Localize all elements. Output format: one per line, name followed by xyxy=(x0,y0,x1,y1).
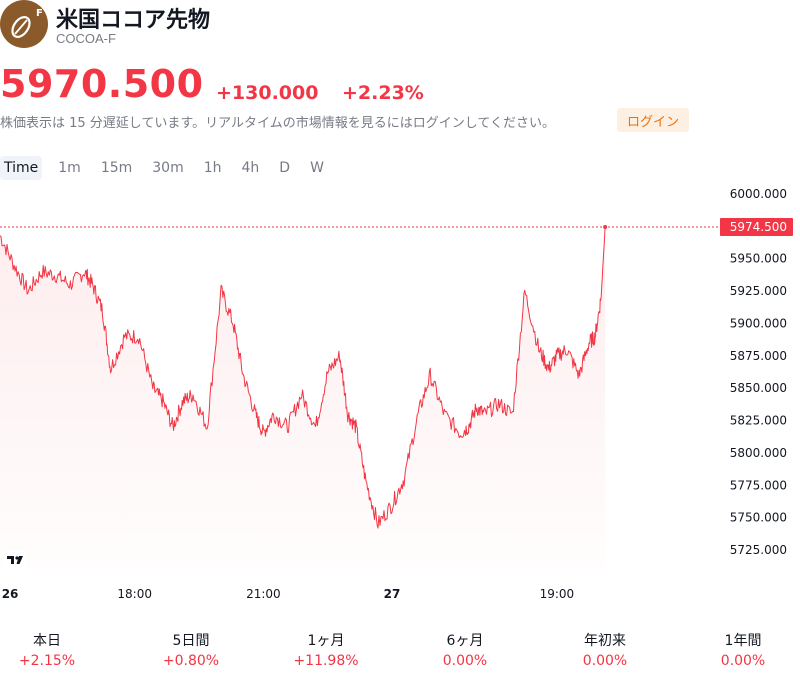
y-tick-label: 5800.000 xyxy=(730,446,787,460)
y-tick-label: 5825.000 xyxy=(730,414,787,428)
timeframe-tabs: Time 1m 15m 30m 1h 4h D W xyxy=(0,155,340,181)
price-change: +130.000 xyxy=(216,82,319,104)
period-1m[interactable]: 1ヶ月 +11.98% xyxy=(266,630,386,669)
period-value: 0.00% xyxy=(720,653,766,669)
y-tick-label: 5925.000 xyxy=(730,284,787,298)
period-label: 1年間 xyxy=(724,633,762,649)
logo-badge: F xyxy=(36,8,43,19)
last-price-badge xyxy=(720,218,793,237)
period-value: +2.15% xyxy=(18,653,76,669)
price-chart[interactable]: 6000.0005975.0005950.0005925.0005900.000… xyxy=(0,180,800,610)
x-tick-label: 19:00 xyxy=(540,587,575,601)
period-5d[interactable]: 5日間 +0.80% xyxy=(131,630,251,669)
x-tick-label: 21:00 xyxy=(246,587,281,601)
x-tick-label: 18:00 xyxy=(117,587,152,601)
tab-1h[interactable]: 1h xyxy=(203,160,222,176)
period-label: 年初来 xyxy=(584,633,626,649)
period-today[interactable]: 本日 +2.15% xyxy=(0,630,107,669)
y-tick-label: 5950.000 xyxy=(730,252,787,266)
period-1y[interactable]: 1年間 0.00% xyxy=(683,630,800,669)
period-value: +11.98% xyxy=(293,653,359,669)
y-tick-label: 5725.000 xyxy=(730,543,787,557)
x-tick-label: 27 xyxy=(384,587,401,601)
price-line xyxy=(0,226,606,529)
period-value: 0.00% xyxy=(582,653,628,669)
period-value: +0.80% xyxy=(162,653,220,669)
y-tick-label: 5875.000 xyxy=(730,349,787,363)
cocoa-bean-icon: F xyxy=(0,0,48,48)
tab-time[interactable]: Time xyxy=(0,156,43,180)
y-tick-label: 5850.000 xyxy=(730,381,787,395)
y-tick-label: 5775.000 xyxy=(730,478,787,492)
period-performance: 本日 +2.15% 5日間 +0.80% 1ヶ月 +11.98% 6ヶ月 0.0… xyxy=(0,630,800,680)
last-price-badge-label: 5974.500 xyxy=(730,220,787,234)
tradingview-logo-icon[interactable] xyxy=(4,550,26,570)
tab-4h[interactable]: 4h xyxy=(241,160,260,176)
price-area-fill xyxy=(0,227,606,568)
period-value: 0.00% xyxy=(442,653,488,669)
x-tick-label: 26 xyxy=(2,587,19,601)
y-tick-label: 5900.000 xyxy=(730,316,787,330)
period-label: 本日 xyxy=(33,633,61,649)
tab-w[interactable]: W xyxy=(310,160,324,176)
period-label: 1ヶ月 xyxy=(307,633,345,649)
y-tick-label: 6000.000 xyxy=(730,187,787,201)
price-change-percent: +2.23% xyxy=(342,82,424,104)
delay-notice: 株価表示は 15 分遅延しています。リアルタイムの市場情報を見るにはログインして… xyxy=(0,116,555,131)
y-tick-label: 5750.000 xyxy=(730,511,787,525)
page-title: 米国ココア先物 xyxy=(56,8,211,33)
tab-30m[interactable]: 30m xyxy=(152,160,184,176)
period-6m[interactable]: 6ヶ月 0.00% xyxy=(405,630,525,669)
login-button[interactable]: ログイン xyxy=(617,108,689,132)
last-price-dot xyxy=(603,225,608,230)
ticker-symbol: COCOA-F xyxy=(56,31,116,46)
period-ytd[interactable]: 年初来 0.00% xyxy=(545,630,665,669)
period-label: 6ヶ月 xyxy=(446,633,484,649)
tab-d[interactable]: D xyxy=(279,160,291,176)
tab-15m[interactable]: 15m xyxy=(100,160,133,176)
period-label: 5日間 xyxy=(172,633,210,649)
cocoa-logo: F xyxy=(0,0,48,48)
last-price: 5970.500 xyxy=(0,62,204,106)
tab-1m[interactable]: 1m xyxy=(58,160,81,176)
